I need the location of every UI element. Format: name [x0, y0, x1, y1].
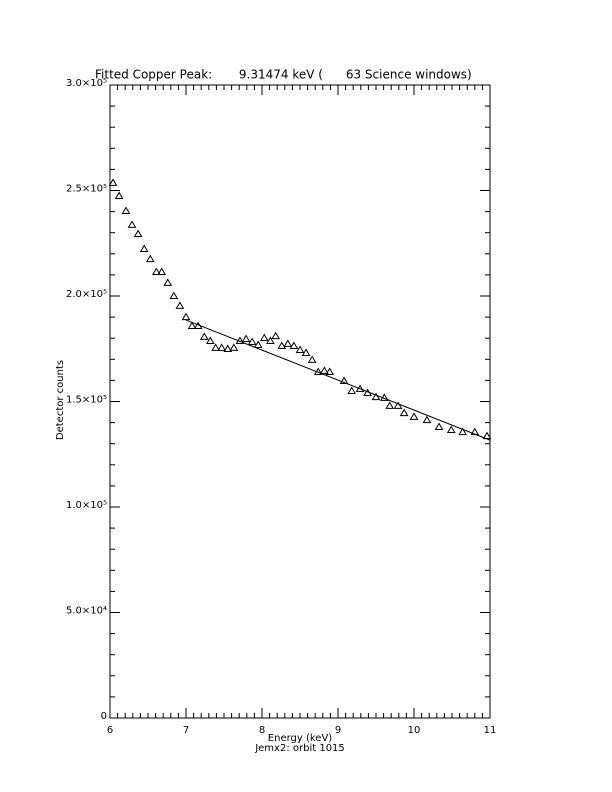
x-axis-label: Energy (keV) — [268, 733, 333, 744]
y-tick-label: 2.5×10⁵ — [66, 184, 107, 195]
data-point — [187, 321, 197, 329]
y-tick-label: 5.0×10⁴ — [66, 606, 107, 617]
data-point — [157, 267, 167, 275]
x-tick-label: 7 — [183, 725, 189, 736]
y-axis-label: Detector counts — [55, 360, 66, 440]
data-point — [371, 392, 381, 401]
data-point — [217, 343, 227, 351]
data-point — [277, 341, 287, 350]
data-point — [127, 220, 137, 228]
x-tick-label: 8 — [259, 725, 265, 736]
subtitle: Jemx2: orbit 1015 — [254, 743, 345, 754]
data-point — [247, 337, 257, 345]
data-point — [409, 412, 419, 420]
data-point — [385, 401, 395, 409]
x-tick-label: 11 — [484, 725, 497, 736]
x-tick-label: 10 — [408, 725, 421, 736]
data-point — [259, 333, 269, 341]
data-point — [319, 366, 329, 374]
data-point — [241, 334, 251, 343]
data-point — [175, 301, 185, 309]
data-point — [151, 267, 161, 275]
data-point — [108, 178, 118, 186]
data-point — [114, 191, 124, 199]
data-point — [347, 386, 357, 394]
data-point — [181, 312, 191, 321]
data-point — [307, 355, 317, 363]
data-point — [211, 343, 221, 351]
data-point — [399, 408, 409, 417]
plot-frame — [109, 84, 491, 719]
data-point — [295, 345, 305, 354]
chart-title: Fitted Copper Peak: 9.31474 keV ( 63 Sci… — [95, 68, 472, 82]
y-tick-label: 3.0×10⁵ — [66, 78, 107, 89]
y-tick-label: 0 — [101, 711, 107, 722]
data-point — [253, 340, 263, 348]
data-point — [271, 331, 281, 340]
data-point — [139, 244, 149, 252]
fit-line — [185, 319, 491, 441]
data-point — [301, 348, 311, 356]
y-tick-label: 1.5×10⁵ — [66, 395, 107, 406]
data-point — [446, 425, 456, 433]
data-point — [458, 427, 468, 436]
data-point — [133, 229, 143, 237]
data-point — [422, 415, 432, 424]
data-point — [121, 206, 131, 214]
data-point — [163, 278, 173, 286]
x-tick-label: 9 — [335, 725, 341, 736]
data-point — [205, 336, 215, 344]
data-point — [199, 332, 209, 340]
data-point — [339, 376, 349, 385]
data-point — [289, 341, 299, 350]
data-point — [145, 254, 155, 263]
data-point — [434, 422, 444, 431]
data-point — [325, 367, 335, 375]
y-tick-label: 2.0×10⁵ — [66, 289, 107, 300]
y-tick-label: 1.0×10⁵ — [66, 500, 107, 511]
data-point — [169, 291, 179, 299]
data-point — [265, 336, 275, 344]
data-point — [229, 343, 239, 351]
data-point — [223, 344, 233, 352]
x-tick-label: 6 — [107, 725, 113, 736]
data-point — [393, 401, 403, 409]
data-point — [283, 339, 293, 347]
